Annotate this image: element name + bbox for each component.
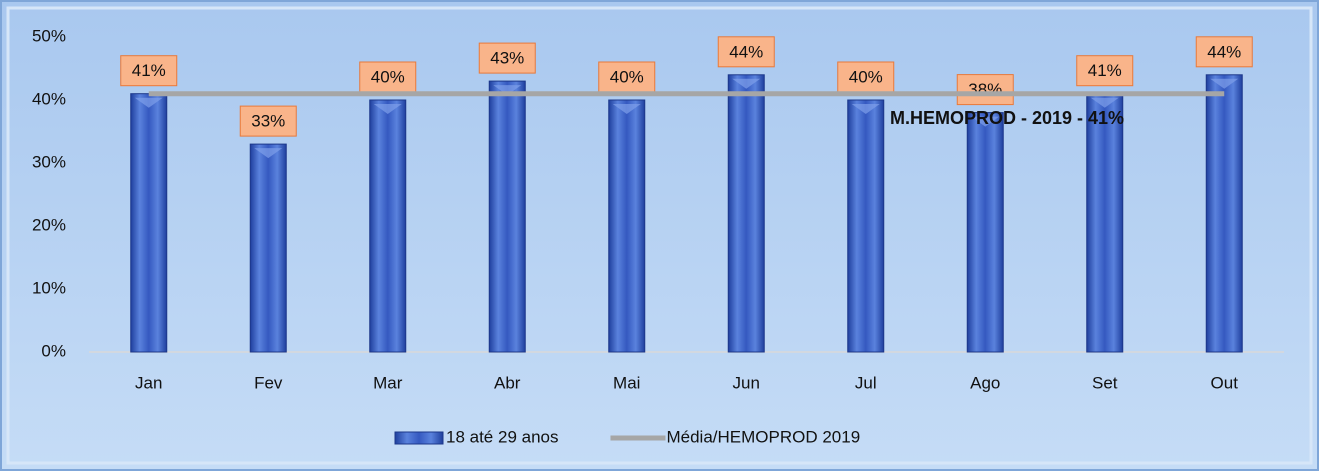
bar-bevel bbox=[851, 104, 880, 114]
y-tick-label: 50% bbox=[32, 26, 66, 45]
x-tick-label: Ago bbox=[970, 373, 1000, 392]
x-tick-label: Mai bbox=[613, 373, 640, 392]
data-label: 40% bbox=[849, 67, 883, 86]
y-tick-label: 10% bbox=[32, 278, 66, 297]
data-label-box bbox=[239, 105, 297, 137]
bar-bevel bbox=[493, 85, 522, 96]
data-label-box bbox=[1195, 36, 1253, 68]
data-label-box bbox=[956, 74, 1014, 106]
bar bbox=[966, 112, 1004, 353]
data-label: 41% bbox=[132, 61, 166, 80]
bar-bevel bbox=[612, 104, 641, 114]
x-tick-label: Jun bbox=[733, 373, 760, 392]
data-label-box bbox=[359, 61, 417, 93]
y-tick-label: 0% bbox=[41, 341, 66, 360]
annotation: M.HEMOPROD - 2019 - 41% bbox=[890, 108, 1124, 128]
data-label: 38% bbox=[968, 80, 1002, 99]
data-label: 33% bbox=[251, 112, 285, 131]
data-label: 43% bbox=[490, 49, 524, 68]
data-label: 44% bbox=[1207, 42, 1241, 61]
bar-bevel bbox=[134, 97, 163, 108]
x-tick-label: Set bbox=[1092, 373, 1118, 392]
x-tick-label: Fev bbox=[254, 373, 283, 392]
y-tick-label: 30% bbox=[32, 152, 66, 171]
data-label-box bbox=[478, 42, 536, 74]
data-label-box bbox=[717, 36, 775, 68]
bar bbox=[369, 99, 407, 353]
bar-bevel bbox=[971, 116, 1000, 127]
data-label: 41% bbox=[1088, 61, 1122, 80]
x-tick-label: Out bbox=[1211, 373, 1239, 392]
data-label-box bbox=[837, 61, 895, 93]
bar bbox=[1086, 93, 1124, 353]
bar bbox=[249, 143, 287, 353]
chart-frame bbox=[6, 6, 1313, 465]
data-label-box bbox=[1076, 55, 1134, 87]
bar bbox=[488, 80, 526, 353]
data-label: 40% bbox=[610, 67, 644, 86]
y-tick-label: 40% bbox=[32, 89, 66, 108]
x-tick-label: Jul bbox=[855, 373, 877, 392]
bar bbox=[608, 99, 646, 353]
data-label: 44% bbox=[729, 42, 763, 61]
legend-label: 18 até 29 anos bbox=[446, 427, 558, 446]
x-tick-label: Jan bbox=[135, 373, 162, 392]
x-tick-label: Mar bbox=[373, 373, 403, 392]
bar bbox=[847, 99, 885, 353]
x-tick-label: Abr bbox=[494, 373, 521, 392]
bar bbox=[130, 93, 168, 353]
bar-bevel bbox=[1090, 97, 1119, 108]
legend-label: Média/HEMOPROD 2019 bbox=[666, 427, 860, 446]
data-label-box bbox=[598, 61, 656, 93]
data-label-box bbox=[120, 55, 178, 87]
bar-bevel bbox=[1210, 78, 1239, 89]
bar bbox=[727, 74, 765, 353]
bar-bevel bbox=[254, 148, 283, 159]
bar bbox=[1205, 74, 1243, 353]
bar-bevel bbox=[732, 78, 761, 89]
data-label: 40% bbox=[371, 67, 405, 86]
legend-swatch bbox=[394, 431, 444, 445]
y-tick-label: 20% bbox=[32, 215, 66, 234]
bar-bevel bbox=[373, 104, 402, 114]
